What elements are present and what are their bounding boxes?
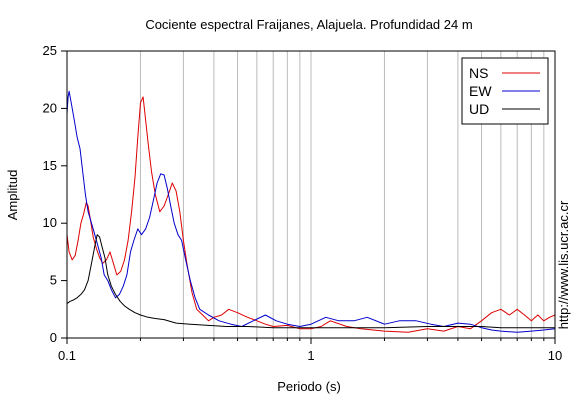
chart-title: Cociente espectral Fraijanes, Alajuela. … [145, 17, 472, 32]
grid-lines [139, 51, 545, 338]
y-tick-label: 0 [50, 330, 57, 345]
watermark-url: http://www.lis.ucr.ac.cr [556, 200, 571, 329]
series-line-ns [66, 96, 556, 333]
legend: NS EW UD [461, 57, 549, 125]
y-tick-label: 25 [43, 43, 57, 58]
y-tick-label: 15 [43, 158, 57, 173]
x-axis-label: Periodo (s) [277, 379, 341, 394]
y-tick-label: 10 [43, 215, 57, 230]
x-tick-label: 0.1 [58, 348, 76, 363]
legend-label-ns: NS [469, 65, 488, 81]
series-line-ew [66, 90, 556, 333]
y-axis-label: Amplitud [5, 170, 20, 221]
y-tick-label: 20 [43, 100, 57, 115]
x-tick-label: 10 [548, 348, 562, 363]
axes: 0 5 10 15 20 25 0.1 1 10 [43, 43, 563, 363]
legend-label-ud: UD [469, 101, 489, 117]
y-tick-label: 5 [50, 273, 57, 288]
x-tick-label: 1 [307, 348, 314, 363]
series-lines [66, 90, 556, 333]
series-line-ud [66, 234, 555, 329]
legend-label-ew: EW [469, 83, 492, 99]
